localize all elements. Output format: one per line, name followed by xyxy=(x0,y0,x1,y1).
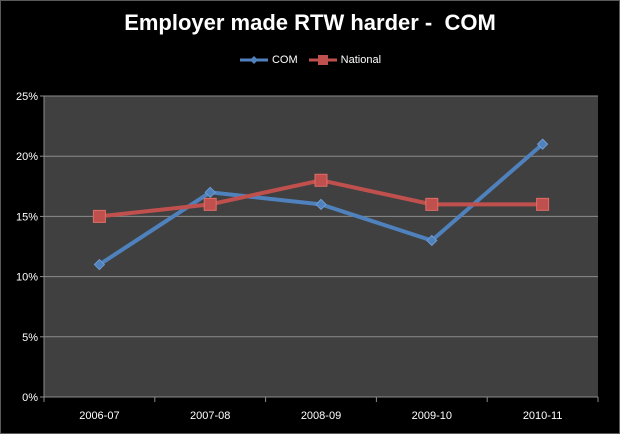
y-tick-label: 5% xyxy=(22,332,38,344)
y-tick-label: 20% xyxy=(16,151,38,163)
legend-item-com: COM xyxy=(239,54,298,66)
x-tick-label: 2009-10 xyxy=(412,410,452,422)
data-point-national xyxy=(314,173,328,187)
legend-swatch-national xyxy=(308,55,337,65)
x-tick-label: 2008-09 xyxy=(301,410,341,422)
y-tick-label: 10% xyxy=(16,272,38,284)
data-point-national xyxy=(425,197,439,211)
data-point-com xyxy=(204,186,216,199)
legend-swatch-com xyxy=(239,56,268,64)
data-point-com xyxy=(426,234,438,247)
x-tick-label: 2006-07 xyxy=(79,410,119,422)
legend-label-com: COM xyxy=(271,54,298,66)
y-tick-label: 15% xyxy=(16,211,38,223)
data-point-national xyxy=(203,197,217,211)
legend-item-national: National xyxy=(308,54,381,66)
data-point-com xyxy=(93,258,106,271)
legend-label-national: National xyxy=(340,54,382,66)
data-point-national xyxy=(536,197,550,211)
y-tick-label: 0% xyxy=(22,392,38,404)
y-tick-label: 25% xyxy=(16,91,38,103)
chart-title: Employer made RTW harder - COM xyxy=(124,10,496,35)
x-tick-label: 2007-08 xyxy=(190,410,230,422)
data-point-com xyxy=(536,138,549,150)
x-tick-label: 2010-11 xyxy=(523,410,563,422)
data-point-com xyxy=(315,198,327,211)
plot-area xyxy=(44,96,598,397)
legend: COM National xyxy=(0,54,620,66)
data-point-national xyxy=(92,209,106,223)
